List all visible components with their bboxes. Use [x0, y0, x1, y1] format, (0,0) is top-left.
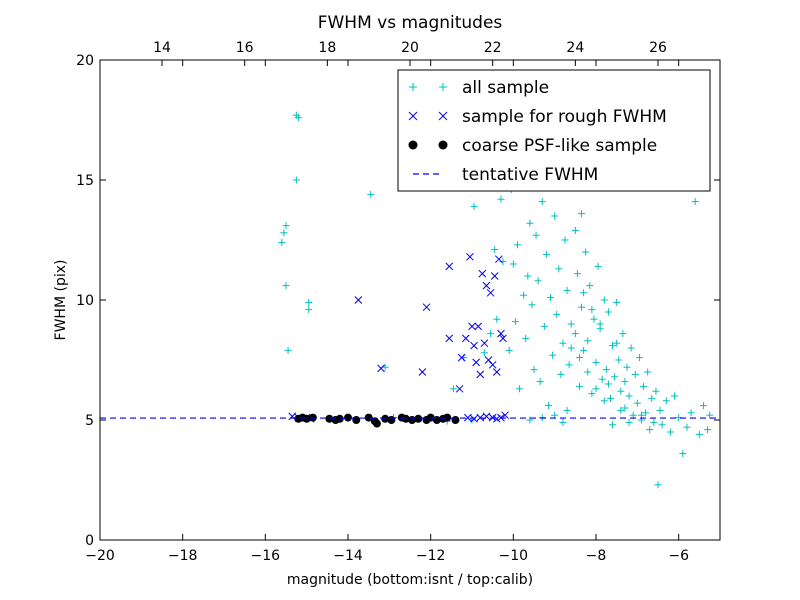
rough-fwhm-point-b	[466, 252, 474, 261]
x-tick-label: −16	[251, 548, 281, 564]
psf-like-point	[335, 414, 344, 423]
rough-fwhm-point-b	[495, 255, 503, 264]
y-tick-label: 15	[76, 173, 94, 189]
legend-box	[397, 69, 711, 192]
rough-fwhm-point-b	[472, 358, 480, 367]
rough-fwhm-point-b	[490, 272, 499, 280]
y-tick-label: 5	[85, 413, 94, 429]
legend-marker	[408, 140, 418, 150]
rough-fwhm-point-b	[482, 281, 491, 290]
rough-fwhm-point-b	[480, 339, 489, 348]
top-x-tick-label: 26	[649, 40, 667, 56]
data-marks	[100, 111, 720, 489]
series-all-sample	[278, 111, 714, 489]
top-x-tick-label: 14	[153, 40, 171, 56]
top-x-tick-label: 22	[484, 40, 502, 56]
psf-like-point	[414, 414, 423, 423]
legend-entry: all sample	[409, 78, 549, 98]
rough-fwhm-point-b	[499, 334, 507, 343]
psf-like-point	[381, 414, 390, 423]
x-tick-label: −18	[168, 548, 198, 564]
psf-like-point	[443, 413, 452, 422]
psf-like-point	[352, 416, 361, 424]
y-tick-label: 10	[76, 293, 94, 309]
x-tick-label: −8	[586, 548, 607, 564]
top-x-tick-label: 24	[566, 40, 584, 56]
legend-entry: tentative FWHM	[413, 165, 598, 185]
psf-like-point	[401, 414, 410, 423]
rough-fwhm-point-b	[474, 322, 483, 331]
x-tick-label: −20	[85, 548, 115, 564]
rough-fwhm-point-b	[470, 341, 478, 350]
x-tick-label: −6	[668, 548, 689, 564]
legend-label: coarse PSF-like sample	[462, 136, 657, 156]
rough-fwhm-point-b	[461, 334, 470, 343]
psf-like-point	[387, 416, 396, 424]
rough-fwhm-point-b	[457, 353, 466, 362]
psf-like-point	[364, 413, 373, 422]
rough-fwhm-point-b	[354, 296, 363, 304]
rough-fwhm-point-b	[418, 368, 427, 376]
rough-fwhm-point-b	[476, 370, 485, 379]
y-axis-label: FWHM (pix)	[53, 260, 69, 341]
legend: all sample sample for rough FWHM coarse PS…	[397, 69, 711, 192]
psf-like-point	[302, 414, 311, 423]
rough-fwhm-point-b	[478, 269, 487, 278]
x-tick-label: −10	[499, 548, 529, 564]
legend-label: all sample	[462, 78, 549, 98]
rough-fwhm-point-b	[422, 303, 431, 312]
x-axis-label: magnitude (bottom:isnt / top:calib)	[287, 572, 533, 588]
rough-fwhm-point-b	[470, 414, 478, 423]
y-tick-label: 0	[85, 533, 94, 549]
rough-fwhm-point-b	[488, 360, 497, 369]
legend-marker-b	[438, 111, 448, 121]
psf-like-point	[344, 413, 352, 422]
x-tick-label: −14	[333, 548, 363, 564]
rough-fwhm-point-b	[377, 364, 385, 373]
rough-fwhm-point-b	[288, 412, 297, 421]
top-x-tick-label: 18	[318, 40, 336, 56]
psf-like-point	[372, 419, 381, 428]
rough-fwhm-point-b	[464, 413, 472, 422]
rough-fwhm-point-b	[482, 412, 491, 421]
top-x-tick-label: 20	[401, 40, 419, 56]
chart-title: FWHM vs magnitudes	[318, 13, 503, 33]
axes: −20 −18 −16 −14 −12 −10 −8 −6 14 16 18 20 22 24 26 0 5 10…	[76, 40, 720, 564]
y-tick-label: 20	[76, 53, 94, 69]
rough-fwhm-point-b	[445, 262, 454, 271]
legend-label: sample for rough FWHM	[462, 107, 667, 127]
rough-fwhm-point-b	[445, 334, 454, 343]
rough-fwhm-point-b	[486, 288, 495, 297]
legend-marker-b	[408, 111, 418, 121]
x-tick-label: −12	[416, 548, 446, 564]
psf-like-point	[451, 416, 460, 424]
psf-like-point	[325, 414, 334, 423]
legend-entry: sample for rough FWHM	[408, 107, 667, 127]
legend-entry: coarse PSF-like sample	[408, 136, 657, 156]
top-x-tick-label: 16	[236, 40, 254, 56]
rough-fwhm-point-b	[492, 368, 501, 376]
legend-label: tentative FWHM	[462, 165, 598, 185]
rough-fwhm-point-b	[497, 329, 505, 338]
rough-fwhm-point-b	[468, 322, 476, 331]
rough-fwhm-point-b	[455, 384, 464, 393]
rough-fwhm-point-b	[484, 356, 493, 364]
legend-marker	[438, 140, 448, 150]
